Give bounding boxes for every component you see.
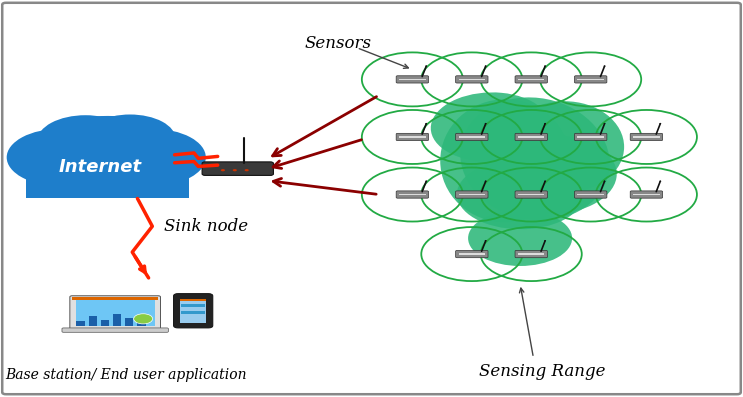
Text: Internet: Internet	[59, 158, 142, 176]
FancyBboxPatch shape	[2, 3, 741, 394]
Circle shape	[57, 142, 158, 196]
Bar	[577, 79, 604, 80]
FancyBboxPatch shape	[630, 191, 663, 198]
Text: Sensors: Sensors	[305, 35, 372, 52]
Bar	[518, 136, 545, 138]
Text: Sensing Range: Sensing Range	[479, 363, 606, 380]
Circle shape	[425, 123, 427, 124]
Bar	[458, 253, 485, 255]
Ellipse shape	[483, 135, 617, 214]
Circle shape	[544, 66, 546, 67]
Circle shape	[484, 240, 487, 241]
Circle shape	[221, 169, 225, 172]
Ellipse shape	[440, 99, 571, 222]
Circle shape	[244, 169, 249, 172]
FancyBboxPatch shape	[396, 191, 429, 198]
Bar	[518, 194, 545, 195]
FancyBboxPatch shape	[455, 76, 488, 83]
Bar	[180, 299, 207, 301]
Bar	[518, 79, 545, 80]
Ellipse shape	[468, 210, 572, 266]
Bar	[633, 136, 660, 138]
Bar	[181, 311, 206, 314]
Bar	[26, 166, 189, 198]
Bar	[633, 194, 660, 195]
Bar	[181, 304, 206, 307]
Bar	[577, 194, 604, 195]
Text: Sink node: Sink node	[164, 218, 249, 235]
Text: Base station/ End user application: Base station/ End user application	[5, 368, 247, 382]
Circle shape	[544, 123, 546, 124]
Bar	[399, 79, 426, 80]
Circle shape	[7, 129, 114, 186]
Ellipse shape	[460, 97, 610, 220]
Circle shape	[603, 181, 606, 182]
FancyBboxPatch shape	[455, 251, 488, 258]
Bar	[101, 320, 109, 326]
FancyBboxPatch shape	[515, 191, 548, 198]
Bar	[137, 317, 146, 326]
Circle shape	[85, 114, 175, 163]
Circle shape	[38, 116, 178, 190]
Circle shape	[484, 123, 487, 124]
Circle shape	[603, 66, 606, 67]
Circle shape	[659, 123, 661, 124]
FancyBboxPatch shape	[515, 133, 548, 141]
FancyBboxPatch shape	[515, 76, 548, 83]
Circle shape	[20, 145, 100, 187]
FancyBboxPatch shape	[574, 191, 607, 198]
Circle shape	[544, 240, 546, 241]
Circle shape	[659, 181, 661, 182]
Ellipse shape	[431, 93, 550, 162]
FancyBboxPatch shape	[202, 162, 273, 175]
Circle shape	[99, 129, 206, 186]
Bar	[399, 136, 426, 138]
FancyBboxPatch shape	[574, 76, 607, 83]
Bar	[180, 299, 207, 323]
Bar	[88, 316, 97, 326]
Circle shape	[134, 314, 152, 324]
FancyBboxPatch shape	[574, 133, 607, 141]
Circle shape	[425, 66, 427, 67]
FancyBboxPatch shape	[174, 294, 212, 328]
Circle shape	[37, 115, 134, 167]
Bar	[76, 299, 155, 326]
Circle shape	[425, 181, 427, 182]
Bar	[113, 314, 121, 326]
Bar	[72, 297, 158, 300]
Circle shape	[109, 145, 189, 187]
FancyBboxPatch shape	[515, 251, 548, 258]
FancyBboxPatch shape	[455, 133, 488, 141]
Circle shape	[484, 66, 487, 67]
Bar	[458, 194, 485, 195]
Bar	[399, 194, 426, 195]
Bar	[458, 79, 485, 80]
Bar	[77, 321, 85, 326]
Circle shape	[484, 181, 487, 182]
FancyBboxPatch shape	[70, 296, 160, 330]
FancyBboxPatch shape	[630, 133, 663, 141]
Circle shape	[544, 181, 546, 182]
Bar	[126, 318, 133, 326]
FancyBboxPatch shape	[396, 133, 429, 141]
FancyBboxPatch shape	[396, 76, 429, 83]
Bar	[518, 253, 545, 255]
Ellipse shape	[505, 101, 624, 193]
Bar	[577, 136, 604, 138]
FancyBboxPatch shape	[62, 328, 169, 332]
Circle shape	[603, 123, 606, 124]
Bar	[458, 136, 485, 138]
Ellipse shape	[457, 160, 583, 229]
Circle shape	[233, 169, 237, 172]
FancyBboxPatch shape	[455, 191, 488, 198]
